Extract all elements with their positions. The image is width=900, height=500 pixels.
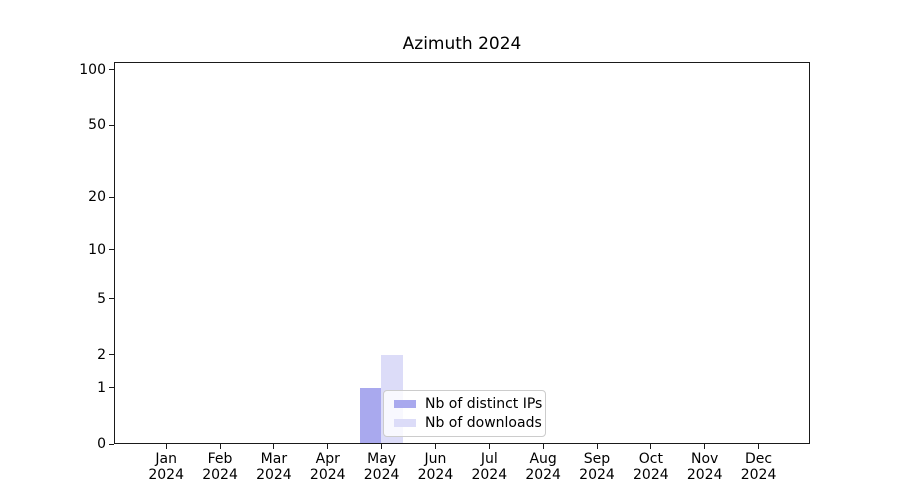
- y-tick-mark: [109, 196, 114, 198]
- x-tick-year: 2024: [148, 467, 184, 483]
- y-tick-label: 100: [79, 61, 106, 78]
- bar-nb-of-distinct-ips: [359, 387, 382, 443]
- legend-swatch-distinct-ips: [394, 400, 416, 408]
- x-tick-label: Aug 2024: [511, 451, 575, 483]
- legend-row-downloads: Nb of downloads: [394, 415, 542, 431]
- y-tick-mark: [109, 298, 114, 300]
- x-tick-year: 2024: [202, 467, 238, 483]
- y-tick-label: 0: [97, 436, 106, 452]
- x-tick-year: 2024: [525, 467, 561, 483]
- x-tick-mark: [596, 444, 598, 449]
- x-tick-month: May: [367, 451, 397, 467]
- x-tick-month: Sep: [583, 451, 611, 467]
- x-tick-label: Dec 2024: [727, 451, 791, 483]
- x-tick-label: Jun 2024: [403, 451, 467, 483]
- y-tick-mark: [109, 443, 114, 445]
- x-tick-mark: [650, 444, 652, 449]
- y-tick-mark: [109, 124, 114, 126]
- x-tick-mark: [273, 444, 275, 449]
- y-tick-mark: [109, 387, 114, 389]
- x-tick-year: 2024: [633, 467, 669, 483]
- x-tick-mark: [542, 444, 544, 449]
- x-tick-label: Jul 2024: [457, 451, 521, 483]
- x-tick-month: Dec: [745, 451, 773, 467]
- y-tick-label: 1: [97, 379, 106, 396]
- x-tick-mark: [704, 444, 706, 449]
- x-tick-label: May 2024: [350, 451, 414, 483]
- chart-title: Azimuth 2024: [402, 34, 522, 54]
- x-tick-year: 2024: [740, 467, 777, 483]
- x-tick-year: 2024: [417, 467, 454, 483]
- y-tick-label: 50: [88, 117, 106, 134]
- y-tick-label: 10: [88, 241, 106, 258]
- legend-label-distinct-ips: Nb of distinct IPs: [425, 396, 543, 412]
- y-tick-mark: [109, 354, 114, 356]
- x-tick-year: 2024: [309, 467, 346, 483]
- x-tick-label: Sep 2024: [565, 451, 629, 483]
- x-tick-mark: [488, 444, 490, 449]
- y-tick-mark: [109, 249, 114, 250]
- x-tick-mark: [219, 444, 221, 449]
- x-tick-month: Nov: [691, 451, 719, 467]
- x-tick-month: Mar: [260, 451, 288, 467]
- x-tick-year: 2024: [471, 467, 508, 483]
- x-tick-label: Oct 2024: [619, 451, 683, 483]
- x-tick-label: Mar 2024: [242, 451, 306, 483]
- y-tick-label: 2: [97, 346, 106, 363]
- x-tick-month: Jan: [155, 451, 177, 467]
- x-tick-year: 2024: [363, 467, 400, 483]
- y-tick-label: 20: [88, 189, 106, 206]
- y-tick-label: 5: [97, 290, 106, 307]
- x-tick-month: Apr: [315, 451, 340, 467]
- legend: Nb of distinct IPs Nb of downloads: [383, 390, 546, 437]
- x-tick-mark: [165, 444, 167, 449]
- x-tick-mark: [434, 444, 436, 449]
- x-tick-month: Oct: [638, 451, 663, 467]
- x-tick-month: Aug: [529, 451, 557, 467]
- x-tick-year: 2024: [686, 467, 723, 483]
- x-tick-month: Jun: [424, 451, 447, 467]
- x-tick-mark: [758, 444, 760, 449]
- y-tick-mark: [109, 69, 114, 71]
- legend-swatch-downloads: [394, 419, 416, 427]
- x-tick-label: Jan 2024: [134, 451, 198, 483]
- x-tick-year: 2024: [579, 467, 615, 483]
- x-tick-mark: [327, 444, 329, 449]
- legend-label-downloads: Nb of downloads: [425, 415, 542, 431]
- x-tick-label: Nov 2024: [673, 451, 737, 483]
- x-tick-label: Apr 2024: [296, 451, 360, 483]
- x-tick-month: Jul: [480, 451, 498, 467]
- x-tick-label: Feb 2024: [188, 451, 252, 483]
- x-tick-month: Feb: [207, 451, 233, 467]
- plot-area: [114, 62, 810, 444]
- x-tick-year: 2024: [256, 467, 292, 483]
- legend-row-distinct-ips: Nb of distinct IPs: [394, 396, 543, 412]
- x-tick-mark: [381, 444, 383, 449]
